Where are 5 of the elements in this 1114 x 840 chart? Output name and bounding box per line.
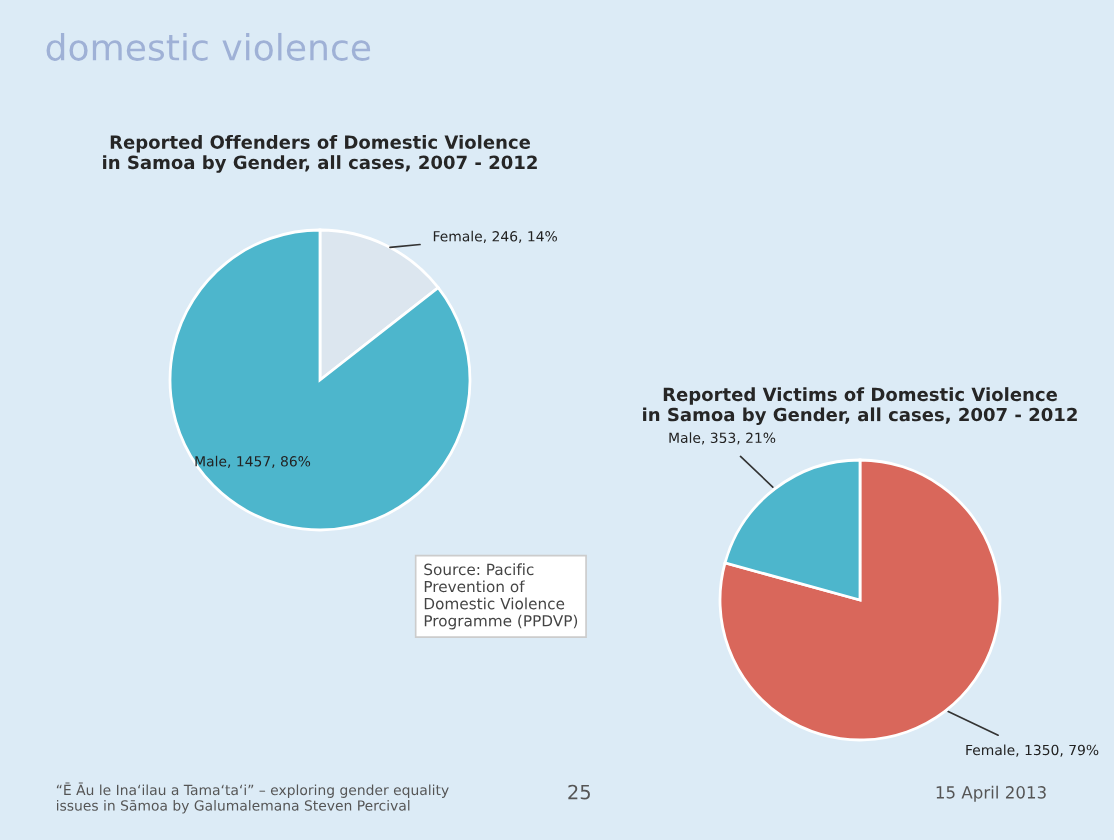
text: 25: [568, 784, 590, 800]
chart-title: Reported Victims of Domestic Violence in Samoa by Gender, all cases, 2007 - 2012: [643, 387, 1077, 426]
text: domestic violence: [46, 32, 371, 61]
text: 15 April 2013: [936, 785, 1046, 802]
chart-title: Reported Offenders of Domestic Violence in Samoa by Gender, all cases, 2007 - 2012: [103, 134, 537, 173]
